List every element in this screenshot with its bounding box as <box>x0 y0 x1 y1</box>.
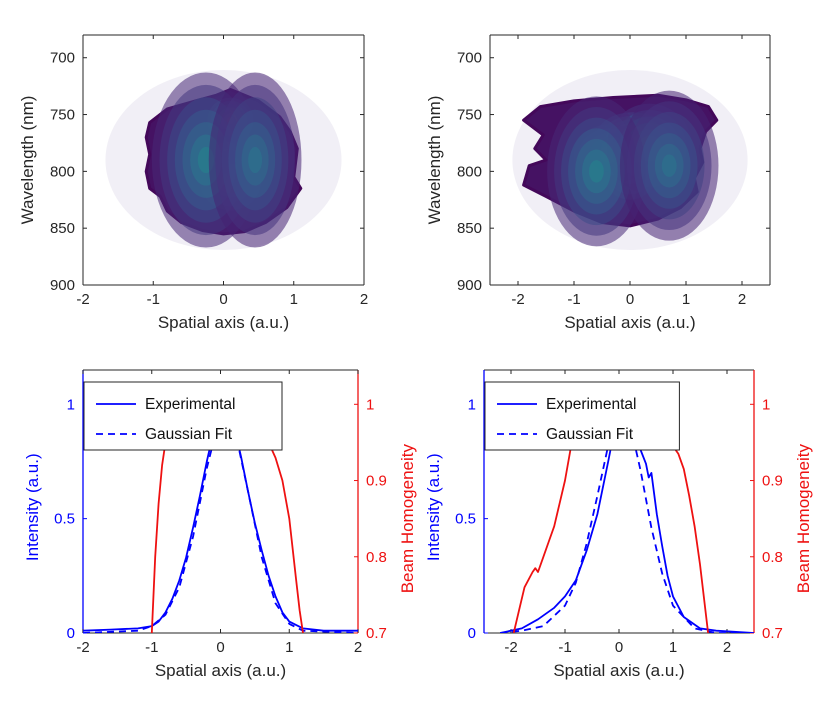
x-tick-label: 0 <box>615 639 623 656</box>
profile-panel-right: -2 -1 0 1 2 0 0.5 1 0.7 0.8 0.9 1 Experimental Gaussi… <box>424 369 813 680</box>
heatmap-panel-right: -2 -1 0 1 2 700 750 800 850 900 Spatial axis (a.u.… <box>425 34 771 332</box>
y-tick-label: 700 <box>457 50 482 67</box>
y-right-tick-label: 0.9 <box>366 473 387 490</box>
x-axis-label: Spatial axis (a.u.) <box>564 313 695 332</box>
x-tick-label: 1 <box>682 291 690 308</box>
y-right-tick-label: 1 <box>762 396 770 413</box>
x-tick-label: 1 <box>290 291 298 308</box>
y-left-tick-label: 0 <box>67 625 75 642</box>
heatmap-image <box>512 70 748 250</box>
y-right-tick-label: 0.9 <box>762 473 783 490</box>
y-right-tick-label: 0.8 <box>366 549 387 566</box>
y-axis-label: Wavelength (nm) <box>18 96 37 225</box>
x-tick-label: -2 <box>511 291 524 308</box>
x-tick-label: -2 <box>504 639 517 656</box>
y-left-tick-label: 0 <box>468 625 476 642</box>
legend-label-0: Experimental <box>145 396 235 413</box>
x-tick-label: -1 <box>147 291 160 308</box>
heatmap-core-4 <box>589 160 604 183</box>
y-left-tick-label: 1 <box>468 396 476 413</box>
x-tick-label: 2 <box>738 291 746 308</box>
x-tick-label: 0 <box>219 291 227 308</box>
y-right-tick-label: 0.7 <box>366 625 387 642</box>
legend: Experimental Gaussian Fit <box>484 381 680 451</box>
x-axis-label: Spatial axis (a.u.) <box>553 661 684 680</box>
legend-label-1: Gaussian Fit <box>546 426 634 443</box>
legend-box <box>83 381 283 451</box>
y-tick-label: 900 <box>457 277 482 294</box>
x-tick-label: -1 <box>145 639 158 656</box>
y-axis-label: Wavelength (nm) <box>425 96 444 225</box>
x-tick-label: 1 <box>669 639 677 656</box>
y-left-tick-label: 1 <box>67 396 75 413</box>
heatmap-panel-left: -2 -1 0 1 2 700 750 800 850 900 Spatial axis (a.u.… <box>18 34 368 332</box>
heatmap-core-5 <box>661 154 677 177</box>
x-tick-label: -2 <box>76 291 89 308</box>
y-tick-label: 850 <box>50 220 75 237</box>
y-tick-label: 800 <box>457 163 482 180</box>
legend-label-0: Experimental <box>546 396 636 413</box>
y-left-axis-label: Intensity (a.u.) <box>424 453 443 561</box>
y-right-tick-label: 0.8 <box>762 549 783 566</box>
y-right-axis-label: Beam Homogeneity <box>398 444 417 594</box>
y-tick-label: 800 <box>50 163 75 180</box>
x-tick-label: 0 <box>626 291 634 308</box>
y-tick-label: 850 <box>457 220 482 237</box>
x-tick-label: -1 <box>567 291 580 308</box>
legend: Experimental Gaussian Fit <box>83 381 283 451</box>
y-left-axis-label: Intensity (a.u.) <box>23 453 42 561</box>
legend-label-1: Gaussian Fit <box>145 426 233 443</box>
x-axis-label: Spatial axis (a.u.) <box>158 313 289 332</box>
y-right-tick-label: 1 <box>366 396 374 413</box>
x-tick-label: -1 <box>558 639 571 656</box>
legend-box <box>484 381 680 451</box>
x-tick-label: 2 <box>354 639 362 656</box>
y-tick-label: 750 <box>457 107 482 124</box>
profile-panel-left: -2 -1 0 1 2 0 0.5 1 0.7 0.8 0.9 1 Experimental Gaussi… <box>23 369 417 680</box>
y-right-tick-label: 0.7 <box>762 625 783 642</box>
y-right-axis-label: Beam Homogeneity <box>794 444 813 594</box>
x-tick-label: 0 <box>216 639 224 656</box>
y-left-tick-label: 0.5 <box>54 511 75 528</box>
x-tick-label: -2 <box>76 639 89 656</box>
x-tick-label: 2 <box>723 639 731 656</box>
x-axis-label: Spatial axis (a.u.) <box>155 661 286 680</box>
y-tick-label: 700 <box>50 50 75 67</box>
heatmap-core-4 <box>248 146 263 174</box>
y-left-tick-label: 0.5 <box>455 511 476 528</box>
y-tick-label: 750 <box>50 107 75 124</box>
gaussian-fit-line <box>83 408 358 633</box>
x-tick-label: 2 <box>360 291 368 308</box>
x-tick-label: 1 <box>285 639 293 656</box>
y-tick-label: 900 <box>50 277 75 294</box>
heatmap-image <box>105 70 342 250</box>
